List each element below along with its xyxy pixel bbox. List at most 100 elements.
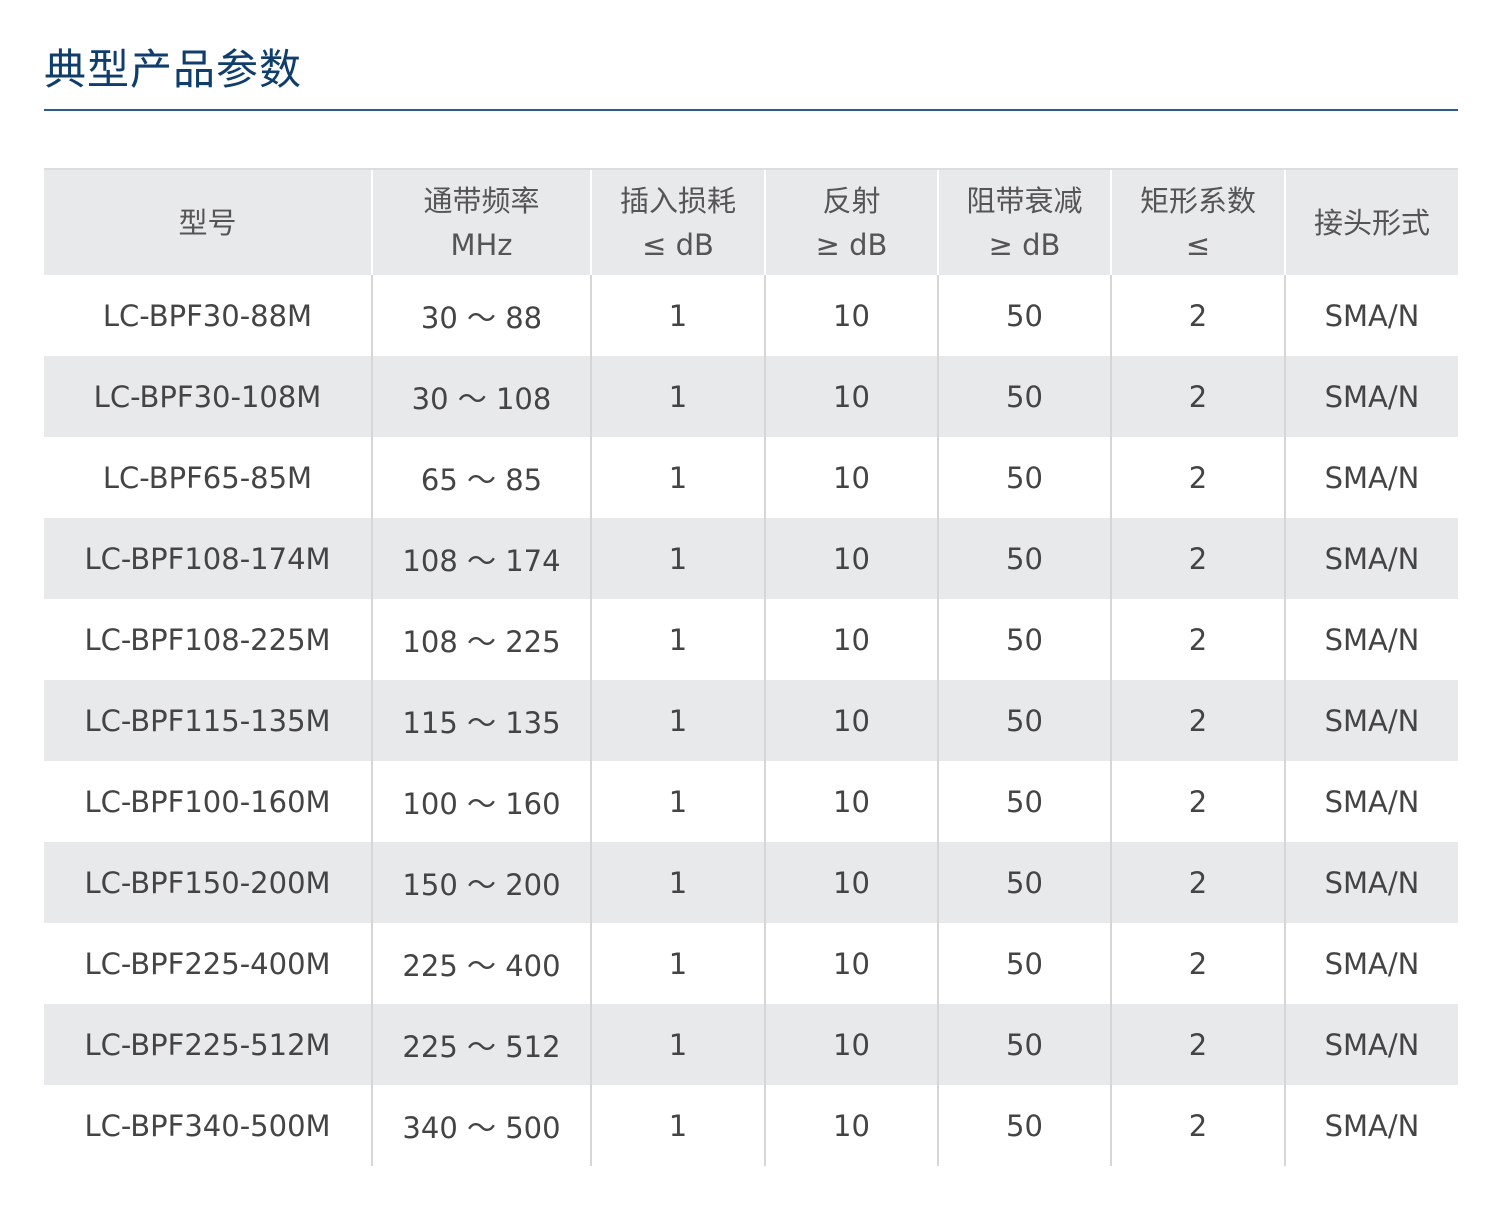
table-row: LC-BPF30-108M 30 ～ 108 1 10 50 2 SMA/N bbox=[44, 356, 1458, 437]
table-header-row: 型号 通带频率 MHz 插入损耗 ≤ dB 反射 ≥ dB 阻带衰减 ≥ dB 矩形系数 ≤ 接头形式 bbox=[44, 168, 1458, 275]
column-header-line: 矩形系数 bbox=[1139, 183, 1256, 218]
column-header-line: 通带频率 bbox=[423, 183, 540, 218]
table-cell: 2 bbox=[1110, 356, 1285, 437]
table-cell: 10 bbox=[764, 761, 938, 842]
column-header-line: 阻带衰减 bbox=[966, 183, 1083, 218]
table-row: LC-BPF150-200M 150 ～ 200 1 10 50 2 SMA/N bbox=[44, 842, 1458, 923]
table-cell: 50 bbox=[937, 437, 1111, 518]
column-header: 通带频率 MHz bbox=[371, 168, 591, 275]
table-cell: 10 bbox=[764, 356, 938, 437]
table-row: LC-BPF108-174M 108 ～ 174 1 10 50 2 SMA/N bbox=[44, 518, 1458, 599]
table-cell: 1 bbox=[590, 1004, 765, 1085]
table-row: LC-BPF225-400M 225 ～ 400 1 10 50 2 SMA/N bbox=[44, 923, 1458, 1004]
table-cell: 50 bbox=[937, 275, 1111, 356]
table-cell: 1 bbox=[590, 680, 765, 761]
table-cell: LC-BPF100-160M bbox=[84, 784, 331, 819]
table-cell: SMA/N bbox=[1284, 275, 1458, 356]
table-cell: 10 bbox=[764, 1085, 938, 1166]
table-row: LC-BPF30-88M 30 ～ 88 1 10 50 2 SMA/N bbox=[44, 275, 1458, 356]
table-cell: 30 ～ 108 bbox=[371, 356, 591, 437]
table-cell: 50 bbox=[937, 518, 1111, 599]
column-header-line: 接头形式 bbox=[1313, 205, 1430, 240]
table-cell: 1 bbox=[590, 518, 765, 599]
table-cell: 1 bbox=[590, 1085, 765, 1166]
column-header: 矩形系数 ≤ bbox=[1110, 168, 1285, 275]
table-cell: 10 bbox=[764, 437, 938, 518]
table-cell: 2 bbox=[1110, 599, 1285, 680]
table-cell: 115 ～ 135 bbox=[371, 680, 591, 761]
table-cell: SMA/N bbox=[1284, 761, 1458, 842]
table-cell: 50 bbox=[937, 356, 1111, 437]
table-cell: 1 bbox=[590, 599, 765, 680]
table-cell: 1 bbox=[590, 275, 765, 356]
table-cell: 150 ～ 200 bbox=[371, 842, 591, 923]
table-cell: 2 bbox=[1110, 275, 1285, 356]
table-cell: 2 bbox=[1110, 842, 1285, 923]
column-header-line: MHz bbox=[450, 227, 513, 262]
column-header-line: ≤ bbox=[1185, 227, 1211, 262]
table-row: LC-BPF115-135M 115 ～ 135 1 10 50 2 SMA/N bbox=[44, 680, 1458, 761]
table-cell: 10 bbox=[764, 842, 938, 923]
table-cell: SMA/N bbox=[1284, 923, 1458, 1004]
table-cell: 2 bbox=[1110, 761, 1285, 842]
table-cell: 50 bbox=[937, 761, 1111, 842]
table-cell: 225 ～ 512 bbox=[371, 1004, 591, 1085]
table-cell: SMA/N bbox=[1284, 356, 1458, 437]
table-cell: LC-BPF65-85M bbox=[102, 460, 313, 495]
column-header-line: ≤ dB bbox=[642, 227, 714, 262]
table-cell: 2 bbox=[1110, 1004, 1285, 1085]
table-cell: LC-BPF30-108M bbox=[44, 356, 372, 437]
product-parameters-table: 型号 通带频率 MHz 插入损耗 ≤ dB 反射 ≥ dB 阻带衰减 ≥ dB 矩形系数 ≤ 接头形式… bbox=[44, 168, 1458, 1166]
table-cell: 50 bbox=[937, 1004, 1111, 1085]
column-header-line: ≥ dB bbox=[988, 227, 1061, 262]
table-cell: SMA/N bbox=[1284, 680, 1458, 761]
column-header-line: 插入损耗 bbox=[619, 183, 736, 218]
table-cell: 2 bbox=[1110, 518, 1285, 599]
table-cell: SMA/N bbox=[1284, 1085, 1458, 1166]
column-header: 型号 bbox=[44, 168, 372, 275]
table-cell: LC-BPF108-225M bbox=[84, 622, 331, 657]
table-cell: SMA/N bbox=[1284, 1004, 1458, 1085]
column-header-line: 型号 bbox=[178, 205, 237, 240]
table-cell: LC-BPF340-500M bbox=[84, 1108, 331, 1143]
table-cell: LC-BPF30-88M bbox=[102, 298, 313, 333]
table-cell: LC-BPF150-200M bbox=[44, 842, 372, 923]
table-cell: 10 bbox=[764, 680, 938, 761]
table-cell: 108 ～ 174 bbox=[371, 518, 591, 599]
table-cell: 2 bbox=[1110, 437, 1285, 518]
table-row: LC-BPF100-160M 100 ～ 160 1 10 50 2 SMA/N bbox=[44, 761, 1458, 842]
table-row: LC-BPF108-225M 108 ～ 225 1 10 50 2 SMA/N bbox=[44, 599, 1458, 680]
column-header: 反射 ≥ dB bbox=[764, 168, 938, 275]
table-cell: 1 bbox=[590, 842, 765, 923]
table-row: LC-BPF225-512M 225 ～ 512 1 10 50 2 SMA/N bbox=[44, 1004, 1458, 1085]
column-header: 阻带衰减 ≥ dB bbox=[937, 168, 1111, 275]
title-divider bbox=[44, 109, 1458, 111]
table-cell: 50 bbox=[937, 680, 1111, 761]
table-cell: 10 bbox=[764, 518, 938, 599]
column-header-line: 反射 bbox=[822, 183, 881, 218]
table-cell: 108 ～ 225 bbox=[371, 599, 591, 680]
table-cell: 100 ～ 160 bbox=[371, 761, 591, 842]
column-header: 接头形式 bbox=[1284, 168, 1458, 275]
column-header: 插入损耗 ≤ dB bbox=[590, 168, 765, 275]
table-cell: LC-BPF225-512M bbox=[44, 1004, 372, 1085]
table-cell: 2 bbox=[1110, 923, 1285, 1004]
table-cell: SMA/N bbox=[1284, 842, 1458, 923]
table-cell: 1 bbox=[590, 761, 765, 842]
table-row: LC-BPF65-85M 65 ～ 85 1 10 50 2 SMA/N bbox=[44, 437, 1458, 518]
table-cell: 50 bbox=[937, 923, 1111, 1004]
table-cell: 225 ～ 400 bbox=[371, 923, 591, 1004]
column-header-line: ≥ dB bbox=[815, 227, 888, 262]
table-cell: 10 bbox=[764, 923, 938, 1004]
table-cell: 30 ～ 88 bbox=[371, 275, 591, 356]
table-cell: 10 bbox=[764, 1004, 938, 1085]
table-cell: LC-BPF225-400M bbox=[84, 946, 331, 981]
table-row: LC-BPF340-500M 340 ～ 500 1 10 50 2 SMA/N bbox=[44, 1085, 1458, 1166]
table-cell: 1 bbox=[590, 437, 765, 518]
table-cell: 50 bbox=[937, 1085, 1111, 1166]
table-cell: 2 bbox=[1110, 1085, 1285, 1166]
table-cell: 340 ～ 500 bbox=[371, 1085, 591, 1166]
table-cell: 1 bbox=[590, 356, 765, 437]
table-cell: 65 ～ 85 bbox=[371, 437, 591, 518]
table-cell: LC-BPF115-135M bbox=[44, 680, 372, 761]
